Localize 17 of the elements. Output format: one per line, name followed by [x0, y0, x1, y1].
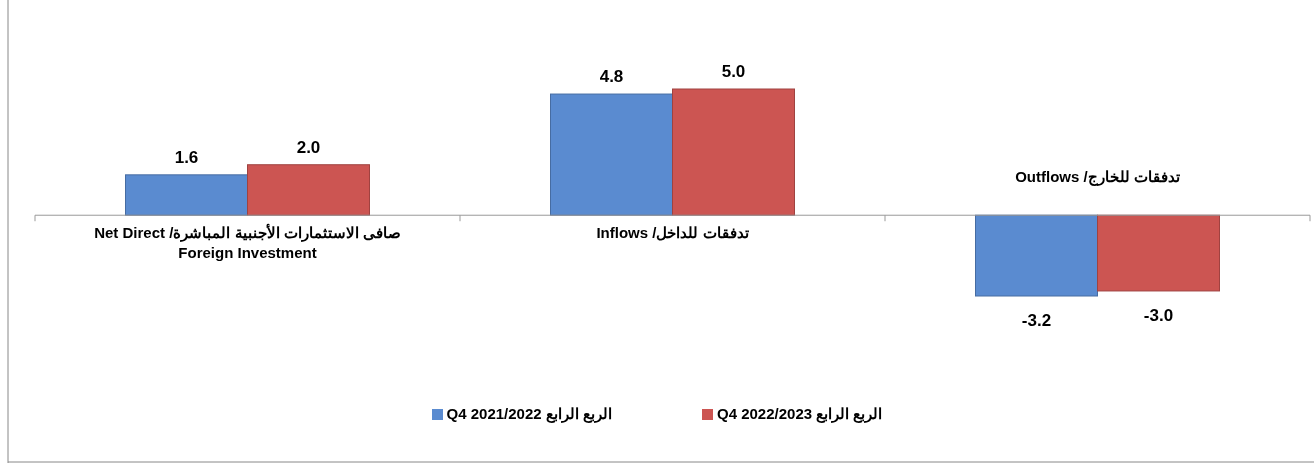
legend-label: Q4 2021/2022 الربع الرابع: [446, 405, 612, 423]
bar: [247, 164, 370, 216]
bar: [125, 174, 248, 216]
bar: [1097, 214, 1220, 292]
data-label: 5.0: [721, 62, 746, 81]
bar: [672, 88, 795, 216]
data-label: 4.8: [599, 67, 624, 87]
bar: [550, 93, 673, 216]
x-tick-label: صافى الاستثمارات الأجنبية المباشرة/ Net Direct Foreign Investment: [93, 223, 402, 264]
legend-label: Q4 2022/2023 الربع الرابع: [717, 405, 883, 423]
bar: [975, 214, 1098, 297]
data-label: 1.6: [174, 147, 199, 167]
data-label: -3.0: [1143, 305, 1174, 325]
x-tick-label: تدفقات للداخل/ Inflows: [595, 223, 750, 244]
data-label: -3.2: [1021, 311, 1052, 330]
x-tick-label: تدفقات للخارج/ Outflows: [1014, 167, 1181, 188]
data-label: 2.0: [296, 137, 321, 157]
